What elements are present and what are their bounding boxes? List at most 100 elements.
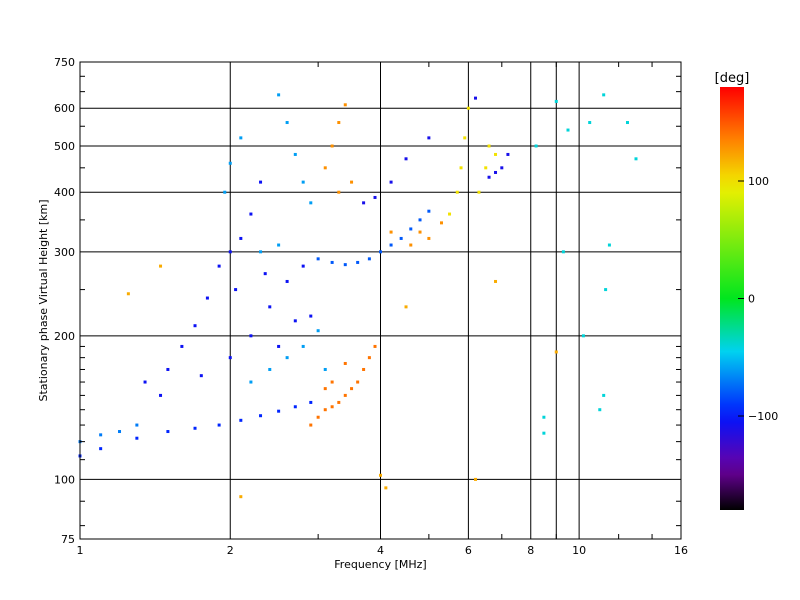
data-point [135,436,139,440]
data-point [285,121,289,125]
x-tick-label: 10 [572,544,586,557]
data-point [463,136,467,140]
data-point [277,93,281,97]
y-tick-label: 500 [54,140,75,153]
data-point [350,387,354,391]
data-point [223,190,227,194]
data-point [301,264,305,268]
data-point [409,243,413,247]
data-point [379,250,382,254]
data-point [277,243,281,247]
data-point [126,292,130,296]
data-point [249,212,253,216]
data-point [234,288,238,292]
data-point [440,221,444,225]
y-tick-label: 750 [54,56,75,69]
data-point [293,405,297,409]
data-point [427,209,431,213]
data-point [159,393,163,397]
data-point [166,430,170,434]
data-point [455,190,459,194]
data-point [193,324,197,328]
data-point [135,423,139,427]
data-point [367,257,371,261]
data-point [389,230,393,234]
data-point [259,180,263,184]
data-point [625,121,629,125]
data-point [268,367,272,371]
data-point [384,486,388,490]
data-point [309,423,313,427]
data-point [301,344,305,348]
data-point [343,361,347,365]
data-point [581,334,585,338]
data-point [239,495,243,499]
data-point [542,431,546,435]
data-point [634,157,638,161]
data-point [316,415,320,419]
x-axis-label: Frequency [MHz] [334,558,426,571]
data-point [316,257,320,261]
data-points [78,93,638,499]
data-point [356,260,360,264]
data-point [427,136,431,140]
data-point [404,157,408,161]
data-point [566,128,570,132]
data-point [473,96,477,100]
x-tick-label: 4 [377,544,384,557]
data-point [301,180,305,184]
x-tick-label: 6 [465,544,472,557]
data-point [199,374,203,378]
y-tick-label: 300 [54,246,75,259]
data-point [293,152,297,156]
colorbar-tick-label: 100 [748,175,769,188]
data-point [330,260,334,264]
data-point [217,423,221,427]
data-point [379,473,382,477]
data-point [99,433,103,437]
data-point [143,380,147,384]
data-point [259,414,263,418]
data-point [259,250,263,254]
data-point [399,236,403,240]
data-point [389,180,393,184]
data-point [500,166,504,170]
data-point [494,170,498,174]
data-point [337,121,341,125]
y-tick-label: 75 [61,533,75,546]
data-point [602,393,606,397]
y-tick-label: 600 [54,102,75,115]
data-point [205,296,209,300]
colorbar-tick-label: 0 [748,293,755,306]
data-point [330,144,334,148]
x-tick-label: 16 [674,544,688,557]
data-point [118,430,122,434]
data-point [343,103,347,107]
data-point [277,344,281,348]
x-tick-label: 2 [227,544,234,557]
data-point [285,279,289,283]
data-point [427,236,431,240]
data-point [588,121,592,125]
data-point [362,367,366,371]
data-point [356,380,360,384]
data-point [159,264,163,268]
y-tick-label: 400 [54,186,75,199]
y-tick-label: 200 [54,330,75,343]
data-point [239,136,243,140]
data-point [404,305,408,309]
data-point [277,409,281,413]
data-point [293,319,297,323]
x-tick-label: 8 [527,544,534,557]
data-point [180,344,184,348]
data-point [343,263,347,267]
data-point [309,201,313,205]
data-point [487,175,491,179]
data-point [239,236,243,240]
data-point [534,144,538,148]
data-point [350,180,354,184]
data-point [228,356,232,360]
data-point [598,408,602,412]
data-point [263,272,267,276]
